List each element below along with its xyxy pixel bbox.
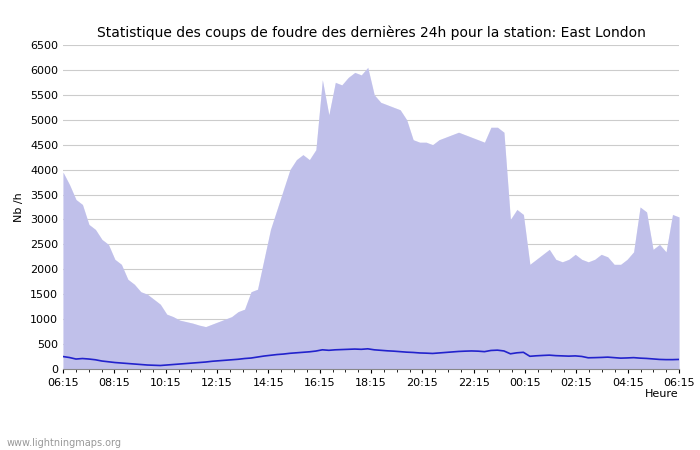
Text: Heure: Heure bbox=[645, 389, 679, 399]
Title: Statistique des coups de foudre des dernières 24h pour la station: East London: Statistique des coups de foudre des dern… bbox=[97, 25, 645, 40]
Y-axis label: Nb /h: Nb /h bbox=[15, 192, 24, 222]
Text: www.lightningmaps.org: www.lightningmaps.org bbox=[7, 438, 122, 448]
